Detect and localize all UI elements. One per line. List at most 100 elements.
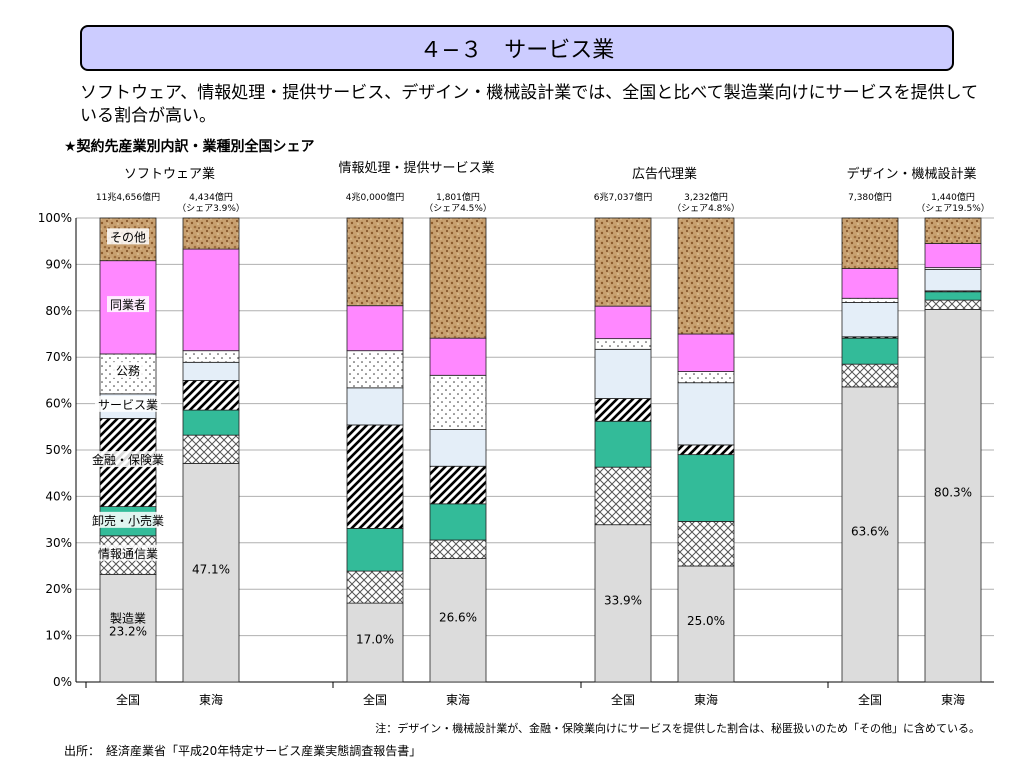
bar-amount-label: 6兆7,037億円 (594, 191, 653, 203)
value-label-bg (188, 559, 234, 578)
segment-label-bg (113, 361, 143, 378)
bar-amount-label: 4,434億円 (189, 191, 233, 203)
bar-segment (677, 217, 735, 335)
bar-segment (924, 243, 982, 269)
group-title: デザイン・機械設計業 (846, 166, 976, 182)
bar-segment (677, 382, 735, 446)
bar-segment (182, 434, 240, 464)
bar-segment (429, 429, 487, 467)
bar-segment (841, 297, 899, 303)
bar-segment (594, 217, 652, 307)
bar-segment (841, 217, 899, 269)
segment-label: サービス業 (98, 398, 158, 412)
bar-segment (594, 338, 652, 350)
bar-share-label: （シェア19.5%） (916, 203, 990, 214)
y-tick-label: 50% (45, 443, 72, 457)
stacked-bar-chart: 0% 10% 20% 30% 40% 50% 60% 70% 80% 90% 100% ソフトウェア業… (38, 160, 994, 707)
bar-share-label: （シェア4.8%） (672, 203, 740, 214)
data-value-label: 33.9% (604, 593, 642, 607)
segment-label-bg (95, 395, 161, 412)
x-category-label: 東海 (199, 692, 223, 707)
y-tick-label: 10% (45, 629, 72, 643)
bar-segment (841, 268, 899, 299)
data-value-label: 80.3% (934, 486, 972, 500)
bar-segment (594, 466, 652, 526)
bar-segment (346, 387, 404, 426)
y-tick-label: 100% (38, 211, 72, 225)
segment-label: 公務 (116, 364, 140, 378)
x-category-label: 全国 (858, 692, 882, 707)
bar-segment (594, 420, 652, 468)
bar-segment (346, 528, 404, 572)
y-tick-label: 20% (45, 582, 72, 596)
bar-segment (841, 337, 899, 365)
bar-segment (182, 379, 240, 411)
bar-share-label: （シェア3.9%） (177, 203, 245, 214)
bar-segment (346, 217, 404, 307)
y-tick-label: 60% (45, 397, 72, 411)
segment-label: 卸売・小売業 (92, 513, 164, 528)
bar-amount-label: 1,801億円 (436, 191, 480, 203)
bar-amount-label: 4兆0,000億円 (346, 191, 405, 203)
data-value-label: 17.0% (356, 633, 394, 647)
bar-segment (182, 217, 240, 250)
bar-segment (677, 371, 735, 384)
bar-segment (346, 570, 404, 604)
bar-amount-label: 1,440億円 (931, 191, 975, 203)
y-tick-label: 40% (45, 489, 72, 503)
data-value-label: 63.6% (851, 524, 889, 538)
data-value-label: 25.0% (687, 614, 725, 628)
x-category-label: 東海 (446, 692, 470, 707)
bar-segment (182, 248, 240, 352)
bar-segment (924, 217, 982, 244)
source-citation: 出所： 経済産業省「平成20年特定サービス産業実態調査報告書」 (64, 744, 422, 758)
segment-label: 金融・保険業 (92, 452, 164, 467)
bar-segment (594, 348, 652, 399)
segment-label-bg (95, 544, 161, 561)
bar-segment (429, 539, 487, 559)
bar-segment (182, 409, 240, 436)
group-title: 広告代理業 (632, 166, 697, 182)
data-value-label: 47.1% (192, 563, 230, 577)
group-title: ソフトウェア業 (124, 166, 215, 182)
segment-label-bg (89, 451, 167, 468)
bar-segment (677, 454, 735, 522)
y-tick-label: 70% (45, 350, 72, 364)
bar-segment (429, 337, 487, 376)
bar-amount-label: 7,380億円 (848, 191, 892, 203)
data-value-label: 23.2% (109, 625, 147, 639)
bar-segment (346, 305, 404, 352)
summary-text: ソフトウェア、情報処理・提供サービス、デザイン・機械設計業では、全国と比べて製造… (80, 83, 979, 126)
y-tick-label: 90% (45, 257, 72, 271)
y-tick-label: 0% (53, 675, 72, 689)
slide-title: ４−３ サービス業 (80, 25, 954, 71)
value-label-bg (847, 521, 893, 540)
segment-label-bg (107, 228, 149, 245)
bar-segment (346, 350, 404, 389)
value-label-bg (930, 482, 976, 501)
x-category-label: 全国 (116, 692, 140, 707)
x-category-label: 全国 (611, 692, 635, 707)
bar-segment (677, 333, 735, 372)
bar-segment (924, 269, 982, 292)
bar-share-label: （シェア4.5%） (424, 203, 492, 214)
segment-label: 製造業 (110, 611, 146, 625)
bar-segment (677, 444, 735, 456)
bar-segment (924, 291, 982, 301)
footnote: 注：デザイン・機械設計業が、金融・保険業向けにサービスを提供した割合は、秘匿扱い… (375, 722, 980, 735)
bar-segment (594, 398, 652, 422)
bar-segment (429, 217, 487, 339)
x-category-label: 東海 (941, 692, 965, 707)
bar-segment (841, 302, 899, 338)
segment-label: 情報通信業 (98, 547, 158, 561)
value-label-bg (683, 611, 729, 629)
bar-segment (346, 424, 404, 529)
bar-segment (182, 361, 240, 381)
bar-amount-label: 3,232億円 (684, 191, 728, 203)
x-category-label: 全国 (363, 692, 387, 707)
segment-label: 同業者 (110, 298, 146, 312)
bar-segment (841, 363, 899, 388)
value-label-bg (352, 629, 398, 648)
x-category-label: 東海 (694, 692, 718, 707)
bar-segment (594, 305, 652, 340)
